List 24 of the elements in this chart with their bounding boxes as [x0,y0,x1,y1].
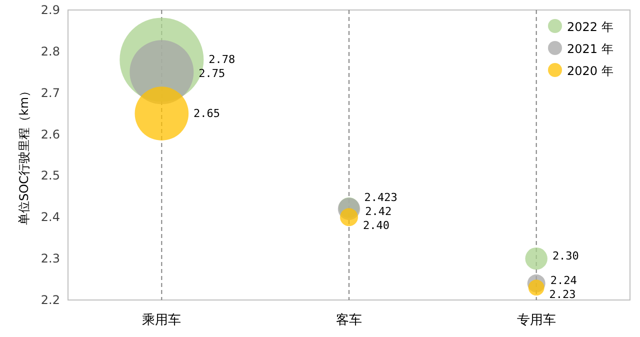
y-tick-label: 2.3 [40,252,60,266]
legend-label: 2020 年 [567,64,614,78]
data-label: 2.30 [552,249,579,262]
x-tick-label: 客车 [336,312,362,328]
data-label: 2.78 [208,53,236,66]
y-tick-label: 2.9 [40,3,60,17]
y-tick-label: 2.8 [40,44,60,58]
legend-label: 2022 年 [567,20,614,34]
data-label: 2.423 [364,191,398,204]
x-tick-label: 乘用车 [142,313,182,328]
data-label: 2.65 [194,107,220,120]
data-label: 2.23 [549,288,576,302]
legend-label: 2021 年 [567,42,614,56]
y-tick-label: 2.6 [40,127,60,142]
y-tick-label: 2.7 [40,86,60,100]
data-label: 2.24 [550,274,578,288]
y-tick-label: 2.2 [40,293,60,307]
data-label: 2.40 [363,219,390,232]
y-tick-label: 2.4 [40,210,60,224]
data-label: 2.75 [198,67,226,80]
x-tick-label: 专用车 [516,313,556,328]
data-label: 2.42 [365,205,392,218]
y-tick-label: 2.5 [40,168,60,183]
y-axis-title: 单位SOC行驶里程（km） [17,84,31,226]
